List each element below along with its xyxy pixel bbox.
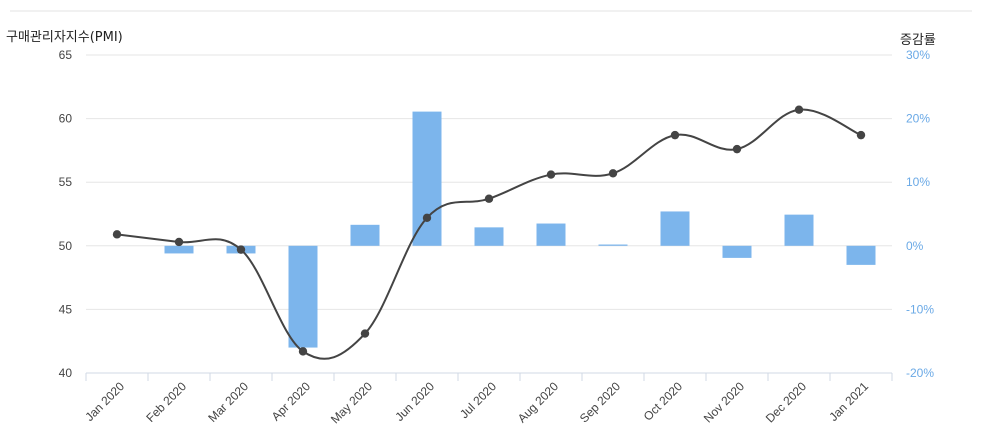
y-left-tick-label: 40 bbox=[59, 366, 73, 380]
pmi-point bbox=[794, 105, 804, 114]
bar bbox=[474, 227, 504, 246]
pmi-point bbox=[174, 237, 184, 247]
x-tick-label: Feb 2020 bbox=[143, 379, 189, 425]
y-left-tick-label: 55 bbox=[59, 175, 73, 189]
pmi-point bbox=[670, 130, 680, 140]
bar bbox=[722, 245, 752, 258]
x-tick-label: Jul 2020 bbox=[457, 379, 499, 421]
y-right-tick-labels: -20% -10% 0% 10% 20% 30% bbox=[906, 48, 934, 380]
pmi-point bbox=[422, 213, 432, 223]
y-left-tick-label: 45 bbox=[59, 302, 73, 316]
x-tick-label: Nov 2020 bbox=[701, 379, 747, 425]
bar bbox=[288, 245, 318, 348]
pmi-point bbox=[298, 347, 308, 356]
pmi-point bbox=[236, 245, 246, 254]
bar bbox=[784, 214, 814, 246]
grid-lines bbox=[85, 54, 893, 381]
y-right-tick-label: 10% bbox=[906, 175, 930, 189]
y-left-tick-label: 60 bbox=[59, 112, 73, 126]
y-left-tick-label: 65 bbox=[59, 48, 73, 62]
x-tick-label: Jan 2020 bbox=[82, 379, 127, 424]
bar bbox=[598, 244, 628, 246]
y-right-tick-label: 20% bbox=[906, 112, 930, 126]
bar bbox=[660, 211, 690, 246]
x-tick-label: Jan 2021 bbox=[826, 379, 871, 424]
x-tick-label: Oct 2020 bbox=[641, 379, 686, 424]
y-left-tick-label: 50 bbox=[59, 239, 73, 253]
x-tick-labels: Jan 2020 Feb 2020 Mar 2020 Apr 2020 May 2020… bbox=[82, 379, 871, 426]
y-right-tick-label: -20% bbox=[906, 366, 934, 380]
x-tick-label: Sep 2020 bbox=[577, 379, 623, 425]
bar bbox=[536, 223, 566, 246]
bar bbox=[412, 111, 442, 246]
y-right-tick-label: 0% bbox=[906, 239, 924, 253]
x-tick-label: Apr 2020 bbox=[269, 379, 314, 424]
pmi-point bbox=[360, 329, 370, 338]
pmi-point bbox=[608, 169, 618, 178]
x-tick-label: Dec 2020 bbox=[763, 379, 809, 425]
y-right-tick-label: 30% bbox=[906, 48, 930, 62]
pmi-point bbox=[112, 230, 122, 239]
bar bbox=[164, 245, 194, 254]
bar bbox=[350, 224, 380, 246]
y-left-axis-title: 구매관리자지수(PMI) bbox=[6, 30, 123, 45]
x-tick-label: Mar 2020 bbox=[205, 379, 251, 425]
pmi-point bbox=[732, 144, 742, 154]
line-points bbox=[112, 105, 866, 356]
y-right-tick-label: -10% bbox=[906, 302, 934, 316]
bar-series bbox=[102, 111, 876, 348]
pmi-point bbox=[546, 170, 556, 179]
x-tick-label: May 2020 bbox=[328, 379, 375, 426]
x-tick-label: Jun 2020 bbox=[392, 379, 437, 424]
x-tick-label: Aug 2020 bbox=[515, 379, 561, 425]
bar bbox=[846, 245, 876, 265]
y-left-tick-labels: 40 45 50 55 60 65 bbox=[59, 48, 73, 380]
pmi-point bbox=[484, 194, 494, 203]
pmi-point bbox=[856, 130, 866, 140]
y-right-axis-title: 증감률 bbox=[900, 33, 936, 48]
